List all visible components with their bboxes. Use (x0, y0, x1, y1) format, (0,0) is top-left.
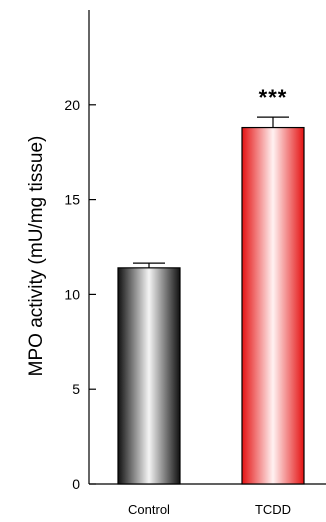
y-ticks: 0 5 10 15 20 (64, 97, 96, 492)
y-tick-label: 0 (72, 476, 80, 492)
x-tick-label: Control (128, 502, 170, 517)
bar-tcdd (241, 126, 305, 485)
y-tick-label: 10 (64, 286, 80, 302)
y-tick-label: 15 (64, 192, 80, 208)
y-tick-label: 20 (64, 97, 80, 113)
y-tick-label: 5 (72, 381, 80, 397)
significance-marker: *** (259, 85, 288, 110)
bars: *** (117, 85, 305, 485)
x-tick-label: TCDD (255, 502, 291, 517)
y-axis-label: MPO activity (mU/mg tissue) (26, 136, 47, 377)
x-tick-labels: Control TCDD (128, 502, 291, 517)
bar-control (117, 267, 181, 485)
